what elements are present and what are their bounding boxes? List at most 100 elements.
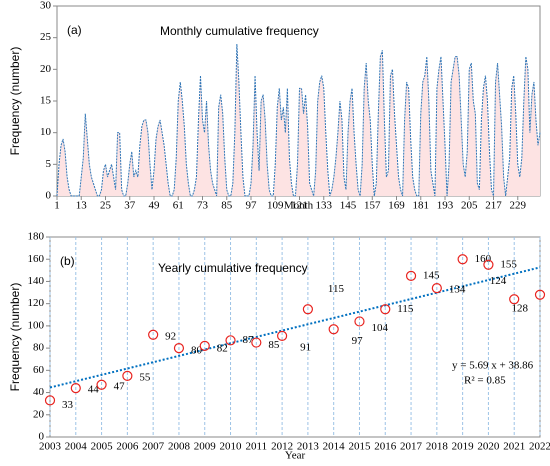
data-label: 85 — [268, 339, 280, 351]
data-point — [70, 383, 81, 394]
y-tick-label: 30 — [40, 0, 52, 12]
x-tick-label: 205 — [461, 200, 478, 212]
x-tick-label: 2011 — [246, 441, 268, 453]
data-point — [328, 324, 339, 335]
x-tick-label: 2006 — [116, 441, 139, 453]
x-tick-label: 2020 — [477, 441, 500, 453]
x-tick-label: 37 — [124, 200, 136, 212]
x-tick-label: 61 — [173, 200, 184, 212]
data-label: 124 — [490, 275, 507, 287]
y-tick-label: 20 — [40, 63, 52, 75]
x-tick-label: 133 — [316, 200, 333, 212]
y-tick-label: 180 — [28, 231, 45, 243]
data-label: 160 — [475, 253, 492, 265]
x-tick-label: 2012 — [271, 441, 293, 453]
data-label: 97 — [352, 335, 364, 347]
y-tick-label: 160 — [28, 253, 45, 265]
x-tick-label: 121 — [291, 200, 308, 212]
y-tick-label: 15 — [40, 95, 52, 107]
x-tick-label: 193 — [437, 200, 454, 212]
data-point — [483, 259, 494, 270]
x-tick-label: 2019 — [452, 441, 475, 453]
x-tick-label: 1 — [54, 200, 60, 212]
data-point — [96, 379, 107, 390]
data-point — [122, 370, 133, 381]
data-label: 115 — [328, 283, 345, 295]
x-axis-label: Year — [285, 450, 306, 462]
x-tick-label: 13 — [76, 200, 88, 212]
data-point — [173, 343, 185, 354]
y-tick-label: 5 — [46, 158, 52, 170]
x-tick-label: 2004 — [65, 441, 88, 453]
x-tick-label: 49 — [149, 200, 161, 212]
x-tick-label: 217 — [485, 200, 502, 212]
x-tick-label: 145 — [340, 200, 357, 212]
chart-title: Yearly cumulative frequency — [158, 261, 308, 275]
trend-line — [49, 266, 541, 389]
area-fill — [57, 44, 540, 196]
x-tick-label: 25 — [100, 200, 112, 212]
y-tick-label: 140 — [28, 275, 45, 287]
x-tick-label: 2003 — [39, 441, 62, 453]
x-tick-label: 73 — [197, 200, 209, 212]
y-tick-label: 60 — [33, 364, 45, 376]
y-tick-label: 0 — [39, 431, 45, 443]
data-point — [225, 335, 236, 346]
data-point — [277, 330, 288, 341]
data-label: 128 — [512, 302, 529, 314]
data-label: 55 — [139, 371, 151, 383]
x-tick-label: 2010 — [220, 441, 243, 453]
x-tick-label: 157 — [364, 200, 381, 212]
x-tick-label: 2007 — [142, 441, 165, 453]
data-point — [431, 283, 442, 294]
x-tick-label: 85 — [221, 200, 233, 212]
x-tick-label: 181 — [413, 200, 430, 212]
x-axis-label: Month — [284, 200, 314, 212]
x-tick-label: 2005 — [91, 441, 114, 453]
data-point — [251, 337, 262, 348]
y-axis-label: Frequency (number) — [8, 47, 22, 156]
data-label: 145 — [423, 269, 440, 281]
panel-label: (a) — [67, 23, 82, 37]
x-tick-label: 97 — [246, 200, 258, 212]
data-point — [457, 254, 468, 265]
x-tick-label: 2008 — [168, 441, 191, 453]
data-label: 87 — [243, 334, 255, 346]
data-label: 115 — [397, 303, 414, 315]
x-tick-label: 109 — [267, 200, 284, 212]
y-tick-label: 100 — [28, 319, 45, 331]
data-point — [380, 304, 391, 315]
x-tick-label: 2014 — [323, 441, 346, 453]
data-label: 80 — [191, 345, 203, 357]
data-point — [509, 294, 520, 305]
y-tick-label: 40 — [33, 386, 45, 398]
panel-label: (b) — [60, 254, 75, 268]
x-tick-label: 2021 — [503, 441, 525, 453]
series-line — [56, 43, 541, 197]
data-point — [302, 304, 313, 315]
data-label: 104 — [371, 322, 388, 334]
chart-title: Monthly cumulative frequency — [160, 24, 319, 38]
data-point — [44, 395, 56, 406]
y-tick-label: 20 — [33, 408, 45, 420]
x-tick-label: 2016 — [374, 441, 397, 453]
y-tick-label: 25 — [40, 31, 52, 43]
data-label: 47 — [114, 380, 126, 392]
y-tick-label: 80 — [33, 342, 45, 354]
y-tick-label: 0 — [46, 190, 52, 202]
x-tick-label: 229 — [510, 200, 527, 212]
y-axis-label: Frequency (number) — [8, 283, 22, 392]
trend-equation: y = 5.69 x + 38.86 — [452, 360, 534, 372]
data-label: 155 — [500, 258, 517, 270]
data-label: 92 — [165, 330, 176, 342]
x-tick-label: 2018 — [426, 441, 449, 453]
data-point — [405, 270, 417, 281]
x-tick-label: 2015 — [348, 441, 371, 453]
data-point — [534, 289, 546, 300]
data-point — [148, 329, 159, 340]
x-tick-label: 2017 — [400, 441, 423, 453]
data-label: 91 — [300, 341, 311, 353]
x-tick-label: 169 — [388, 200, 405, 212]
y-tick-label: 10 — [40, 126, 52, 138]
